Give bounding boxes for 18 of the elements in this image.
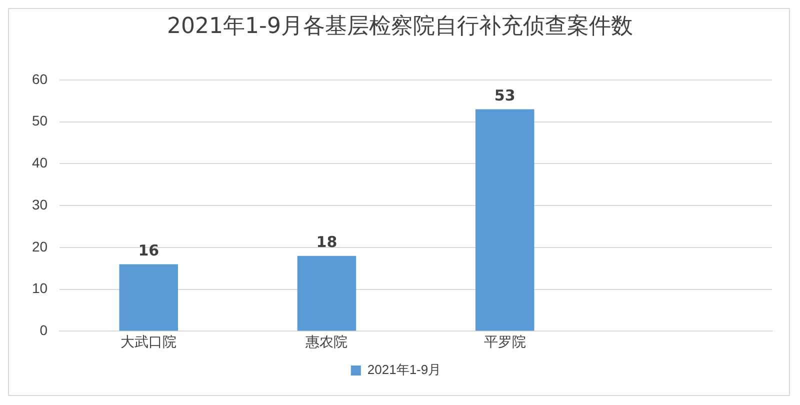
y-tick-label: 40	[32, 154, 48, 171]
data-label: 16	[138, 242, 160, 260]
data-label: 53	[494, 86, 516, 105]
x-tick-label: 平罗院	[484, 333, 526, 350]
x-tick-label: 大武口院	[120, 333, 177, 350]
chart-title: 2021年1-9月各基层检察院自行补充侦查案件数	[166, 14, 634, 40]
bar	[119, 264, 178, 331]
y-tick-label: 30	[32, 196, 48, 212]
y-tick-label: 10	[32, 280, 48, 296]
x-tick-label: 惠农院	[304, 333, 348, 350]
data-label: 18	[316, 233, 338, 252]
bar	[297, 256, 356, 331]
legend-label: 2021年1-9月	[367, 362, 442, 378]
y-tick-label: 20	[32, 238, 48, 254]
y-tick-label: 0	[40, 322, 48, 338]
bar	[475, 109, 534, 331]
y-tick-label: 50	[32, 112, 48, 129]
y-tick-label: 60	[32, 70, 48, 87]
